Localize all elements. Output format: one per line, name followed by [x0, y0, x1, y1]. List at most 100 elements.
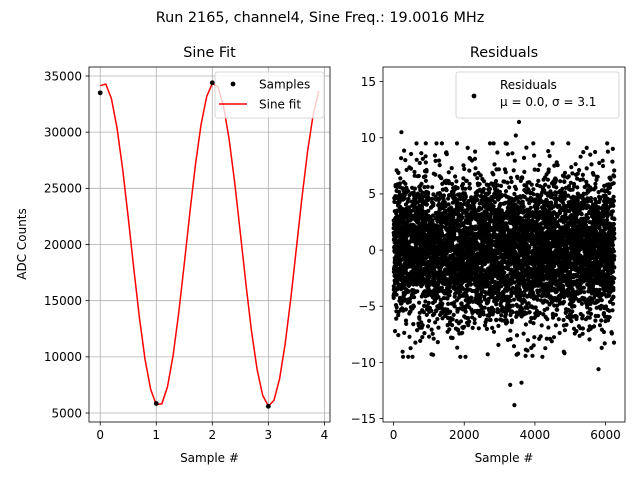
residual-point: [521, 331, 526, 336]
residual-point: [460, 330, 465, 335]
residual-point: [564, 322, 569, 327]
residual-point: [422, 331, 427, 336]
residual-point: [543, 346, 548, 351]
residual-point: [430, 213, 435, 218]
residual-point: [511, 297, 516, 302]
residual-point: [431, 336, 436, 341]
residual-point: [394, 292, 399, 297]
residual-point: [469, 295, 474, 300]
residual-point: [419, 181, 424, 186]
sample-point: [209, 80, 215, 86]
residual-point: [537, 162, 542, 167]
x-tick-label: 2: [208, 428, 216, 442]
residual-point: [546, 167, 551, 172]
residual-point: [453, 174, 458, 179]
residual-point: [410, 354, 415, 359]
residual-point: [422, 185, 427, 190]
residual-point: [429, 327, 434, 332]
residual-point: [546, 325, 551, 330]
residual-point: [423, 174, 428, 179]
residual-point: [512, 158, 517, 163]
residual-point: [530, 353, 535, 358]
residual-point: [551, 335, 557, 340]
residual-point: [473, 149, 478, 154]
y-tick-label: 25000: [44, 182, 82, 196]
residual-point: [418, 338, 423, 343]
residual-point: [412, 186, 417, 191]
residual-point: [433, 320, 438, 325]
residual-point: [550, 141, 555, 146]
residual-point: [496, 342, 501, 347]
residual-point: [485, 352, 490, 357]
residual-point: [463, 194, 468, 199]
residual-point: [556, 317, 561, 322]
residual-point: [459, 205, 464, 210]
residual-point: [527, 310, 532, 315]
residual-point: [398, 176, 403, 181]
residual-point: [492, 162, 497, 167]
residual-point: [523, 322, 529, 327]
residual-point: [540, 354, 545, 359]
residual-point: [403, 158, 408, 163]
residual-point: [475, 193, 480, 198]
residual-point: [545, 317, 550, 322]
residual-point: [424, 312, 429, 317]
residual-point: [491, 141, 496, 146]
residuals-points: [391, 119, 617, 408]
residual-point: [520, 199, 525, 204]
residual-point: [561, 284, 566, 289]
residual-point: [402, 297, 407, 302]
residual-point: [415, 328, 420, 333]
residual-point: [481, 187, 486, 192]
residual-point: [433, 158, 438, 163]
residual-point: [423, 160, 428, 165]
residual-point: [491, 172, 496, 177]
residual-point: [426, 196, 431, 201]
residual-point: [430, 196, 435, 201]
residual-point: [463, 354, 468, 359]
residual-point: [394, 305, 399, 310]
residual-point: [425, 324, 431, 329]
residual-point: [450, 335, 455, 341]
residual-point: [432, 311, 437, 317]
residual-point: [450, 181, 455, 187]
residual-point: [423, 299, 428, 304]
residual-point: [472, 156, 478, 161]
residual-point: [508, 175, 513, 180]
residual-point: [494, 302, 499, 307]
residual-point: [436, 158, 442, 163]
residual-point: [400, 239, 405, 244]
residual-point: [408, 309, 413, 314]
residual-point: [434, 308, 439, 314]
residuals-title: Residuals: [470, 45, 538, 61]
residual-point: [539, 323, 544, 328]
residual-point: [561, 299, 567, 304]
residual-point: [546, 149, 551, 154]
residual-point: [423, 178, 428, 183]
residual-point: [441, 193, 446, 198]
residual-point: [451, 312, 456, 317]
residual-point: [423, 141, 428, 146]
residual-point: [496, 323, 501, 328]
y-tick-label: 10000: [44, 350, 82, 364]
residual-point: [445, 296, 450, 301]
residual-point: [477, 182, 482, 187]
residual-point: [491, 309, 496, 314]
residual-point: [522, 169, 527, 174]
residual-point: [482, 305, 487, 310]
residual-point: [546, 184, 551, 189]
residual-point: [412, 295, 417, 300]
residual-point: [448, 289, 453, 294]
residual-point: [423, 154, 428, 159]
sine-fit-curve: [99, 82, 320, 408]
residual-point: [419, 151, 424, 156]
residual-point: [424, 202, 429, 207]
residual-point: [466, 316, 471, 321]
residual-point: [481, 312, 486, 317]
residual-point: [440, 224, 445, 229]
residual-point: [545, 306, 550, 311]
residual-point: [415, 289, 420, 294]
residual-point: [402, 148, 407, 153]
residual-point: [487, 186, 493, 192]
